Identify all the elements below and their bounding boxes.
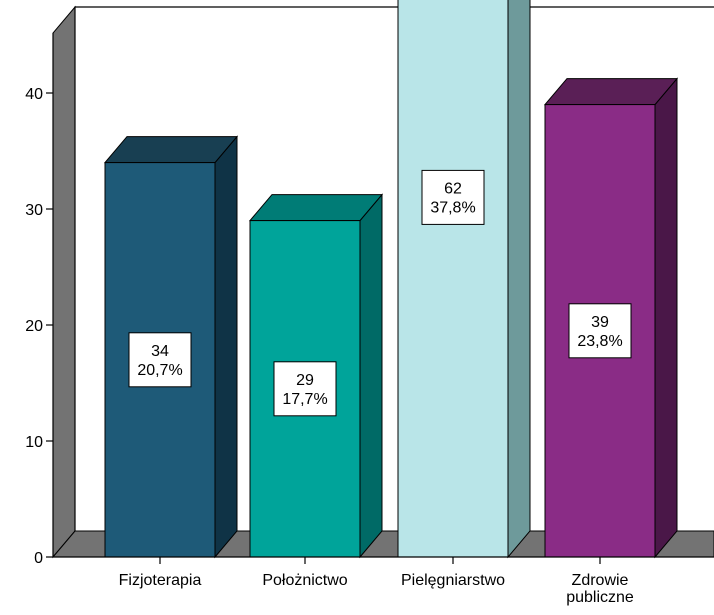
- bar-front: [397, 0, 509, 558]
- bar-side: [507, 0, 531, 559]
- x-tick-label: publiczne: [566, 589, 634, 606]
- data-label-percent: 20,7%: [137, 362, 182, 379]
- x-tick-label: Zdrowie: [572, 572, 629, 589]
- bar: 34 20,7%: [103, 135, 239, 559]
- bar-side: [214, 135, 238, 559]
- x-tick-label: Położnictwo: [262, 572, 347, 589]
- bar-side: [359, 193, 383, 559]
- bar-top: [103, 136, 239, 164]
- data-label-count: 39: [591, 314, 609, 331]
- y-tick-label: 40: [25, 86, 43, 103]
- left-wall: [52, 5, 76, 559]
- bar: 39 23,8%: [543, 77, 679, 559]
- y-tick-label: 0: [34, 550, 43, 567]
- data-label-box: [128, 332, 192, 388]
- bar-top: [543, 78, 679, 106]
- bar: 29 17,7%: [248, 193, 384, 559]
- data-label-box: [273, 361, 337, 417]
- y-axis: 0 10 20 30 40: [25, 33, 54, 567]
- data-label-percent: 17,7%: [282, 391, 327, 408]
- data-label-count: 29: [296, 372, 314, 389]
- x-tick-label: Pielęgniarstwo: [401, 572, 505, 589]
- bar-front: [249, 220, 361, 558]
- y-tick-label: 30: [25, 202, 43, 219]
- bar-side: [654, 77, 678, 559]
- x-axis: Fizjoterapia Położnictwo Pielęgniarstwo Zdr…: [53, 556, 714, 606]
- data-label-percent: 37,8%: [430, 199, 475, 216]
- bars: 34 20,7% 29 17,7% 62 37,8% 39 23,8%: [103, 0, 679, 559]
- bar-top: [248, 194, 384, 222]
- data-label-percent: 23,8%: [577, 333, 622, 350]
- data-label-count: 62: [444, 180, 462, 197]
- x-tick-label: Fizjoterapia: [119, 572, 202, 589]
- data-label-box: [421, 169, 485, 225]
- data-label-box: [568, 303, 632, 359]
- bar: 62 37,8%: [397, 0, 531, 559]
- y-tick-label: 20: [25, 318, 43, 335]
- data-label-count: 34: [151, 343, 169, 360]
- y-tick-label: 10: [25, 434, 43, 451]
